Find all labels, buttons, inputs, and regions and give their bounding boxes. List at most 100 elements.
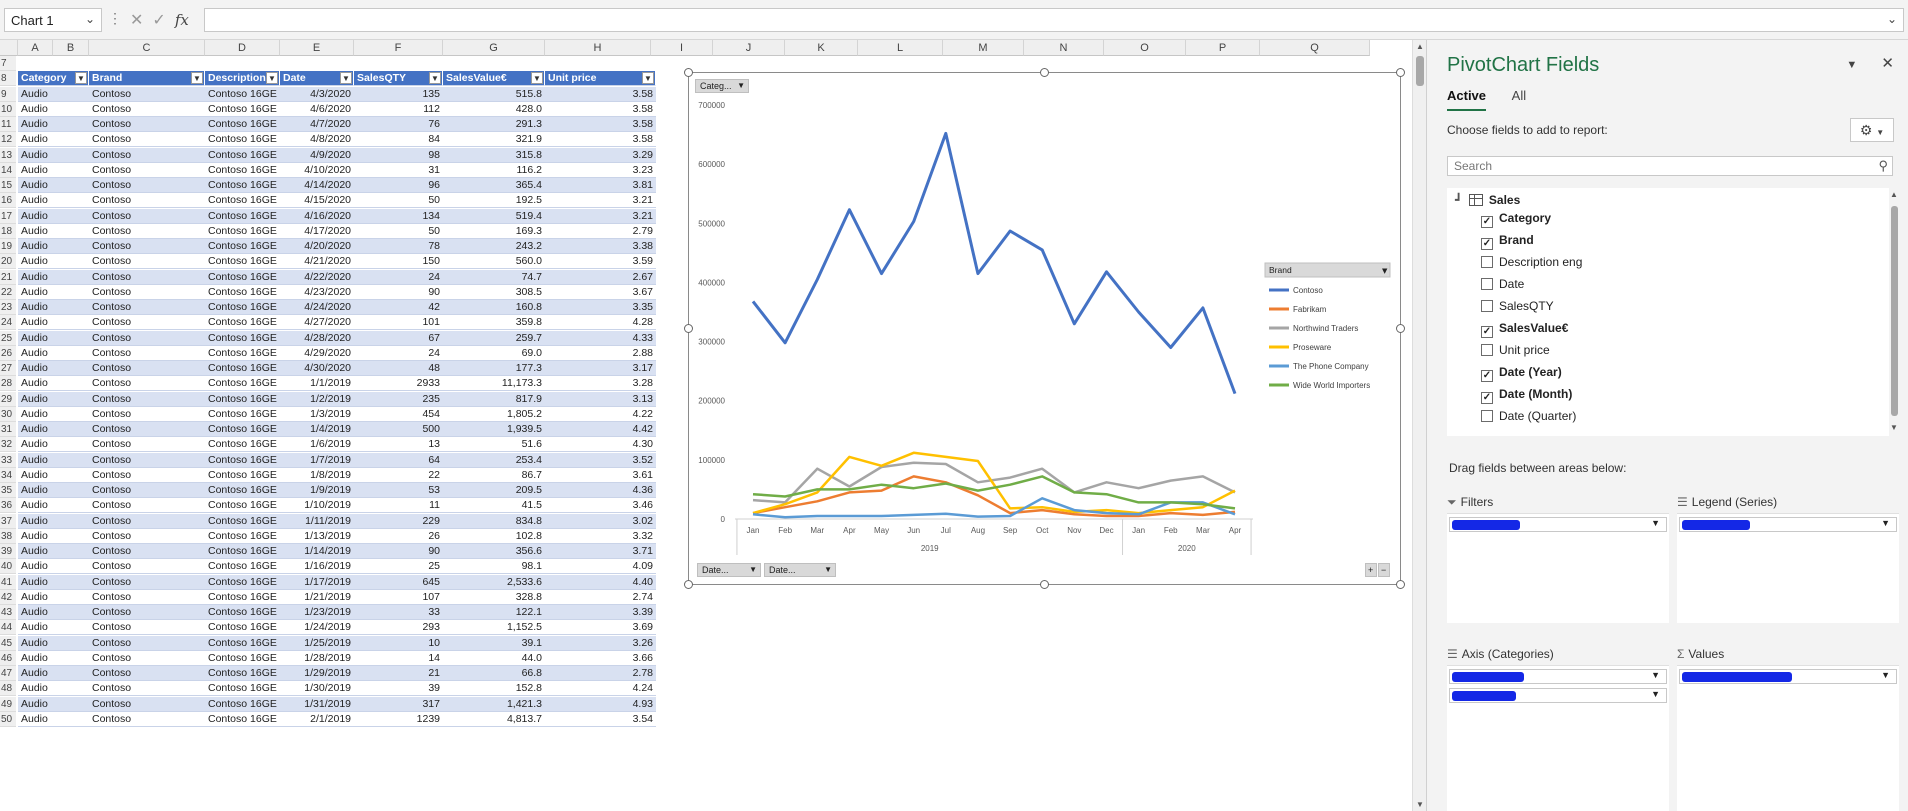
table-cell[interactable]: Audio [18, 224, 89, 239]
table-cell[interactable]: 192.5 [443, 193, 545, 209]
table-cell[interactable]: 67 [354, 330, 443, 346]
table-cell[interactable]: 24 [354, 346, 443, 361]
table-cell[interactable]: 69.0 [443, 346, 545, 361]
table-cell[interactable]: 122.1 [443, 605, 545, 620]
column-header[interactable]: B [53, 40, 89, 56]
table-cell[interactable]: Contoso [89, 513, 205, 529]
table-cell[interactable]: 328.8 [443, 590, 545, 605]
table-cell[interactable]: Audio [18, 635, 89, 651]
table-header-cell[interactable]: Description ▼ [205, 71, 280, 87]
table-cell[interactable]: 1/24/2019 [280, 620, 354, 636]
row-header[interactable]: 20 [0, 254, 16, 270]
table-cell[interactable]: 3.52 [545, 452, 656, 468]
table-cell[interactable]: 817.9 [443, 391, 545, 407]
table-cell[interactable]: 3.58 [545, 86, 656, 102]
checkbox-unchecked[interactable] [1481, 278, 1493, 290]
resize-handle[interactable] [684, 580, 693, 589]
row-header[interactable]: 49 [0, 696, 16, 712]
table-cell[interactable]: 102.8 [443, 529, 545, 544]
table-cell[interactable]: 4.40 [545, 574, 656, 590]
table-cell[interactable]: 160.8 [443, 300, 545, 315]
table-header-cell[interactable]: Date ▼ [280, 71, 354, 87]
table-cell[interactable]: 3.61 [545, 468, 656, 483]
table-cell[interactable]: 4.28 [545, 315, 656, 331]
table-cell[interactable]: 560.0 [443, 254, 545, 270]
table-cell[interactable]: 1/6/2019 [280, 437, 354, 453]
table-cell[interactable]: Contoso 16GE [205, 269, 280, 285]
table-cell[interactable]: 308.5 [443, 285, 545, 300]
table-cell[interactable]: 4.22 [545, 407, 656, 422]
table-cell[interactable]: 134 [354, 208, 443, 224]
table-cell[interactable]: 90 [354, 544, 443, 559]
row-header[interactable]: 45 [0, 635, 16, 651]
table-cell[interactable]: 3.66 [545, 651, 656, 666]
table-cell[interactable]: Audio [18, 117, 89, 132]
field-item[interactable]: ✓ Date (Year) [1481, 364, 1562, 382]
filter-dropdown-icon[interactable]: ▼ [75, 72, 87, 85]
checkbox-unchecked[interactable] [1481, 344, 1493, 356]
table-cell[interactable]: 96 [354, 178, 443, 193]
table-cell[interactable]: 64 [354, 452, 443, 468]
table-header-cell[interactable]: Category ▼ [18, 71, 89, 87]
field-item[interactable]: Unit price [1481, 342, 1550, 358]
table-cell[interactable]: 21 [354, 666, 443, 681]
close-icon[interactable]: ✕ [1881, 55, 1894, 72]
row-header[interactable]: 41 [0, 574, 16, 590]
table-cell[interactable]: Audio [18, 468, 89, 483]
table-cell[interactable]: Contoso 16GE [205, 178, 280, 193]
name-box[interactable]: Chart 1 ⌄ [4, 8, 102, 32]
row-header[interactable]: 12 [0, 132, 16, 148]
table-cell[interactable]: Contoso 16GE [205, 452, 280, 468]
values-area[interactable]: Σ Values ▼ [1677, 647, 1899, 811]
checkbox-unchecked[interactable] [1481, 256, 1493, 268]
table-cell[interactable]: Contoso 16GE [205, 254, 280, 270]
table-cell[interactable]: 2.78 [545, 666, 656, 681]
table-cell[interactable]: Audio [18, 437, 89, 453]
field-item[interactable]: ✓ Date (Month) [1481, 386, 1572, 404]
table-cell[interactable]: 4/8/2020 [280, 132, 354, 148]
table-cell[interactable]: 1/3/2019 [280, 407, 354, 422]
checkbox-checked[interactable]: ✓ [1481, 216, 1493, 228]
table-cell[interactable]: Contoso 16GE [205, 498, 280, 514]
checkbox-checked[interactable]: ✓ [1481, 238, 1493, 250]
resize-handle[interactable] [684, 68, 693, 77]
table-cell[interactable]: Audio [18, 681, 89, 697]
expand-formula-icon[interactable]: ⌄ [1886, 12, 1897, 26]
row-header[interactable]: 37 [0, 513, 16, 529]
table-cell[interactable]: 834.8 [443, 513, 545, 529]
row-header[interactable]: 39 [0, 544, 16, 559]
resize-handle[interactable] [1396, 580, 1405, 589]
field-item[interactable]: Description eng [1481, 254, 1582, 270]
table-cell[interactable]: Contoso [89, 498, 205, 514]
table-cell[interactable]: 177.3 [443, 361, 545, 376]
table-cell[interactable]: Contoso 16GE [205, 712, 280, 727]
table-cell[interactable]: 1/1/2019 [280, 376, 354, 392]
select-all-corner[interactable] [0, 40, 18, 56]
table-cell[interactable]: Contoso [89, 696, 205, 712]
resize-handle[interactable] [1040, 68, 1049, 77]
row-header[interactable]: 15 [0, 178, 16, 193]
column-header[interactable]: D [205, 40, 280, 56]
table-cell[interactable]: 3.58 [545, 117, 656, 132]
chevron-down-icon[interactable]: ▼ [1651, 689, 1660, 699]
table-cell[interactable]: Contoso 16GE [205, 330, 280, 346]
table-cell[interactable]: 1/10/2019 [280, 498, 354, 514]
table-cell[interactable]: Audio [18, 193, 89, 209]
table-cell[interactable]: Audio [18, 208, 89, 224]
table-cell[interactable]: 39.1 [443, 635, 545, 651]
column-header[interactable]: Q [1260, 40, 1370, 56]
row-header[interactable]: 48 [0, 681, 16, 697]
search-field[interactable]: Search ⚲ [1447, 156, 1893, 176]
chevron-down-icon[interactable]: ⌄ [84, 12, 95, 26]
row-header[interactable]: 47 [0, 666, 16, 681]
table-cell[interactable]: Audio [18, 498, 89, 514]
table-cell[interactable]: Contoso [89, 635, 205, 651]
table-cell[interactable]: Contoso [89, 391, 205, 407]
table-cell[interactable]: 4/10/2020 [280, 163, 354, 178]
collapse-field-button[interactable]: − [1378, 563, 1390, 577]
date-field-button-2[interactable]: Date... ▼ [764, 563, 836, 577]
table-cell[interactable]: Contoso 16GE [205, 651, 280, 666]
table-cell[interactable]: Audio [18, 178, 89, 193]
table-cell[interactable]: 1/29/2019 [280, 666, 354, 681]
filters-field-item[interactable]: ▼ [1449, 517, 1667, 532]
